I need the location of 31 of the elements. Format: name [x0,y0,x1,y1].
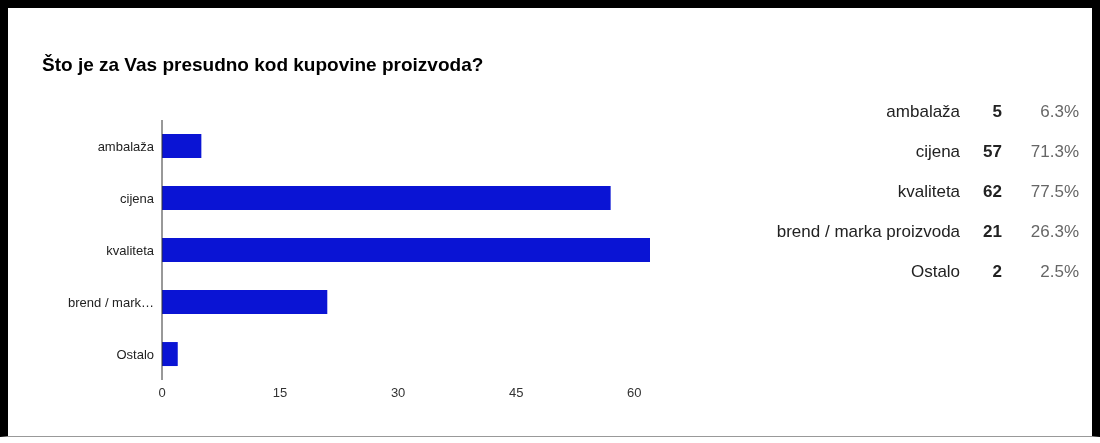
text: 5 [991,101,1003,123]
chart-title: Što je za Vas presudno kod kupovine proizvoda? [42,54,484,76]
y-tick-label: Ostalo [116,346,154,362]
x-tick-label: 0 [158,385,166,401]
x-tick-label: 60 [627,385,642,401]
text: 26.3% [1029,221,1080,243]
text: cijena [914,141,962,163]
bar [162,134,202,159]
text: 62 [982,181,1003,203]
bar [162,186,611,211]
bar [162,342,178,367]
y-tick-label: kvaliteta [106,242,155,258]
text: Ostalo [909,261,962,283]
text: brend / marka proizvoda [775,221,962,243]
y-tick-label: cijena [120,190,155,206]
y-tick-label: brend / mark… [68,294,154,310]
x-tick-label: 30 [390,385,406,401]
bar [162,290,328,315]
text: 77.5% [1029,181,1080,203]
text: 2 [991,261,1003,283]
bar [162,238,650,263]
x-tick-label: 45 [508,385,524,401]
text: ambalaža [885,101,962,123]
text: 21 [982,221,1003,243]
y-tick-label: ambalaža [97,138,155,154]
text: 2.5% [1039,261,1080,283]
text: 6.3% [1039,101,1080,123]
text: 71.3% [1029,141,1080,163]
x-tick-label: 15 [272,385,288,401]
text: kvaliteta [896,181,962,203]
text: 57 [982,141,1003,163]
